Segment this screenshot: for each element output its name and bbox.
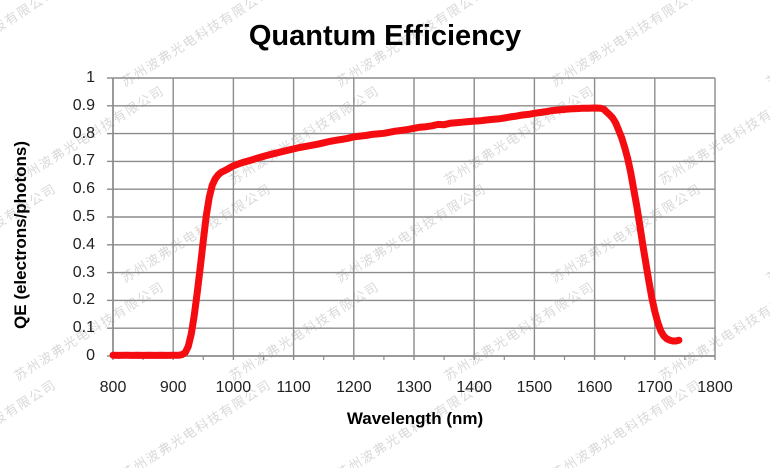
x-axis-tick-label: 1700 <box>637 379 673 396</box>
x-axis-tick-label: 1200 <box>336 379 372 396</box>
y-axis-tick-label: 0 <box>86 347 95 364</box>
x-axis-tick-label: 800 <box>99 379 127 396</box>
y-axis-tick-label: 0.2 <box>72 291 95 309</box>
y-axis-tick-label: 0.5 <box>72 208 95 225</box>
y-axis-tick-label: 1 <box>86 69 95 86</box>
x-axis-tick-label: 1600 <box>576 379 613 396</box>
y-axis-tick-label: 0.9 <box>72 96 95 114</box>
y-axis-tick-label: 0.8 <box>72 124 95 142</box>
chart-title: Quantum Efficiency <box>248 20 522 52</box>
x-axis-tick-label: 1800 <box>697 379 733 396</box>
x-axis-tick-label: 1400 <box>456 379 492 396</box>
qe-curve-series <box>109 104 683 359</box>
x-axis-tick-label: 1300 <box>396 379 432 396</box>
y-axis-tick-label: 0.7 <box>72 152 95 170</box>
x-axis-title: Wavelength (nm) <box>346 409 484 428</box>
x-axis-tick-label: 900 <box>159 379 187 396</box>
y-axis-tick-label: 0.3 <box>72 263 95 281</box>
y-axis-tick-label: 0.6 <box>72 180 95 198</box>
y-axis-title-wrap: QE (electrons/photons) <box>8 127 34 343</box>
y-axis-title: QE (electrons/photons) <box>11 141 30 329</box>
y-axis-tick-label: 0.4 <box>72 235 95 253</box>
y-axis-tick-label: 0.1 <box>72 319 95 337</box>
x-axis-tick-label: 1500 <box>516 379 553 396</box>
x-axis-tick-label: 1000 <box>215 379 252 396</box>
x-axis-tick-label: 1100 <box>276 379 311 396</box>
